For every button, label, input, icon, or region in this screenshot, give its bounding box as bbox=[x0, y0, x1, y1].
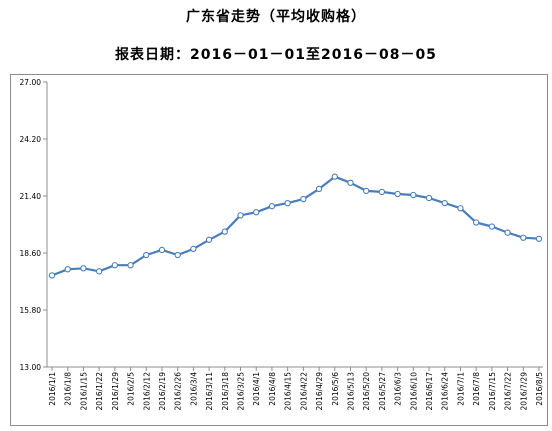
data-point bbox=[378, 188, 386, 196]
x-tick-label: 2016/3/11 bbox=[205, 372, 214, 411]
x-tick-label: 2016/1/15 bbox=[79, 372, 88, 411]
data-point bbox=[174, 251, 181, 259]
data-point bbox=[268, 203, 276, 210]
data-point bbox=[331, 173, 338, 180]
y-tick-label: 15.80 bbox=[20, 306, 42, 315]
data-point bbox=[237, 212, 244, 219]
x-tick-label: 2016/1/22 bbox=[95, 372, 104, 411]
x-tick-label: 2016/4/29 bbox=[315, 372, 324, 411]
x-tick-label: 2016/1/29 bbox=[111, 372, 120, 411]
chart-subtitle: 报表日期：2016－01－01至2016－08－05 bbox=[115, 47, 437, 63]
x-tick-label: 2016/3/25 bbox=[237, 372, 246, 411]
x-tick-label: 2016/4/15 bbox=[284, 372, 293, 411]
data-point bbox=[520, 234, 527, 241]
x-tick-label: 2016/7/29 bbox=[519, 372, 528, 411]
x-tick-label: 2016/4/8 bbox=[268, 372, 277, 406]
data-point bbox=[95, 268, 103, 275]
data-point bbox=[410, 191, 417, 199]
data-point bbox=[221, 228, 228, 235]
x-tick-label: 2016/4/1 bbox=[252, 372, 261, 406]
x-tick-label: 2016/2/26 bbox=[174, 372, 183, 411]
x-tick-label: 2016/3/4 bbox=[189, 372, 198, 406]
data-point bbox=[80, 265, 87, 272]
x-tick-label: 2016/8/5 bbox=[535, 372, 544, 406]
x-tick-label: 2016/1/8 bbox=[64, 372, 73, 406]
data-point bbox=[300, 195, 307, 203]
x-tick-label: 2016/2/12 bbox=[142, 372, 151, 411]
y-tick-label: 18.60 bbox=[20, 249, 42, 258]
x-tick-label: 2016/6/10 bbox=[409, 372, 418, 411]
x-tick-label: 2016/5/27 bbox=[378, 372, 387, 411]
x-tick-label: 2016/4/22 bbox=[299, 372, 308, 411]
x-tick-label: 2016/2/5 bbox=[127, 372, 136, 406]
data-point bbox=[205, 236, 213, 243]
chart-title: 广东省走势（平均收购格） bbox=[186, 9, 366, 25]
x-tick-label: 2016/7/1 bbox=[456, 372, 465, 406]
x-tick-label: 2016/6/17 bbox=[425, 372, 434, 411]
x-tick-label: 2016/5/6 bbox=[331, 372, 340, 406]
y-tick-label: 24.20 bbox=[20, 135, 42, 144]
data-point bbox=[488, 223, 496, 230]
y-tick-label: 21.40 bbox=[20, 192, 42, 201]
data-point bbox=[127, 262, 134, 269]
x-tick-label: 2016/1/1 bbox=[48, 372, 57, 406]
x-tick-label: 2016/5/13 bbox=[346, 372, 355, 411]
data-point bbox=[253, 209, 260, 216]
data-point bbox=[48, 272, 56, 279]
data-point bbox=[363, 187, 370, 195]
x-tick-label: 2016/6/24 bbox=[441, 372, 450, 411]
data-point bbox=[394, 190, 401, 198]
x-tick-label: 2016/6/3 bbox=[394, 372, 403, 406]
data-point bbox=[111, 262, 118, 269]
data-point bbox=[158, 246, 166, 254]
data-point bbox=[425, 194, 433, 202]
data-point bbox=[143, 251, 150, 259]
x-tick-label: 2016/3/18 bbox=[221, 372, 230, 411]
x-tick-label: 2016/5/20 bbox=[362, 372, 371, 411]
x-tick-label: 2016/7/8 bbox=[472, 372, 481, 406]
x-tick-label: 2016/7/15 bbox=[488, 372, 497, 411]
data-point bbox=[190, 245, 197, 253]
y-tick-label: 27.00 bbox=[20, 78, 42, 87]
data-point bbox=[504, 229, 511, 236]
series-line bbox=[51, 175, 540, 277]
x-tick-label: 2016/7/22 bbox=[504, 372, 513, 411]
data-point bbox=[473, 219, 480, 226]
data-point bbox=[347, 179, 354, 186]
data-point bbox=[441, 199, 448, 207]
data-point bbox=[535, 235, 543, 242]
data-point bbox=[457, 205, 464, 212]
y-tick-label: 13.00 bbox=[20, 363, 42, 372]
data-point bbox=[64, 266, 71, 273]
data-point bbox=[315, 185, 323, 193]
x-tick-label: 2016/2/19 bbox=[158, 372, 167, 411]
data-point bbox=[284, 199, 291, 207]
plot-frame bbox=[10, 74, 548, 426]
